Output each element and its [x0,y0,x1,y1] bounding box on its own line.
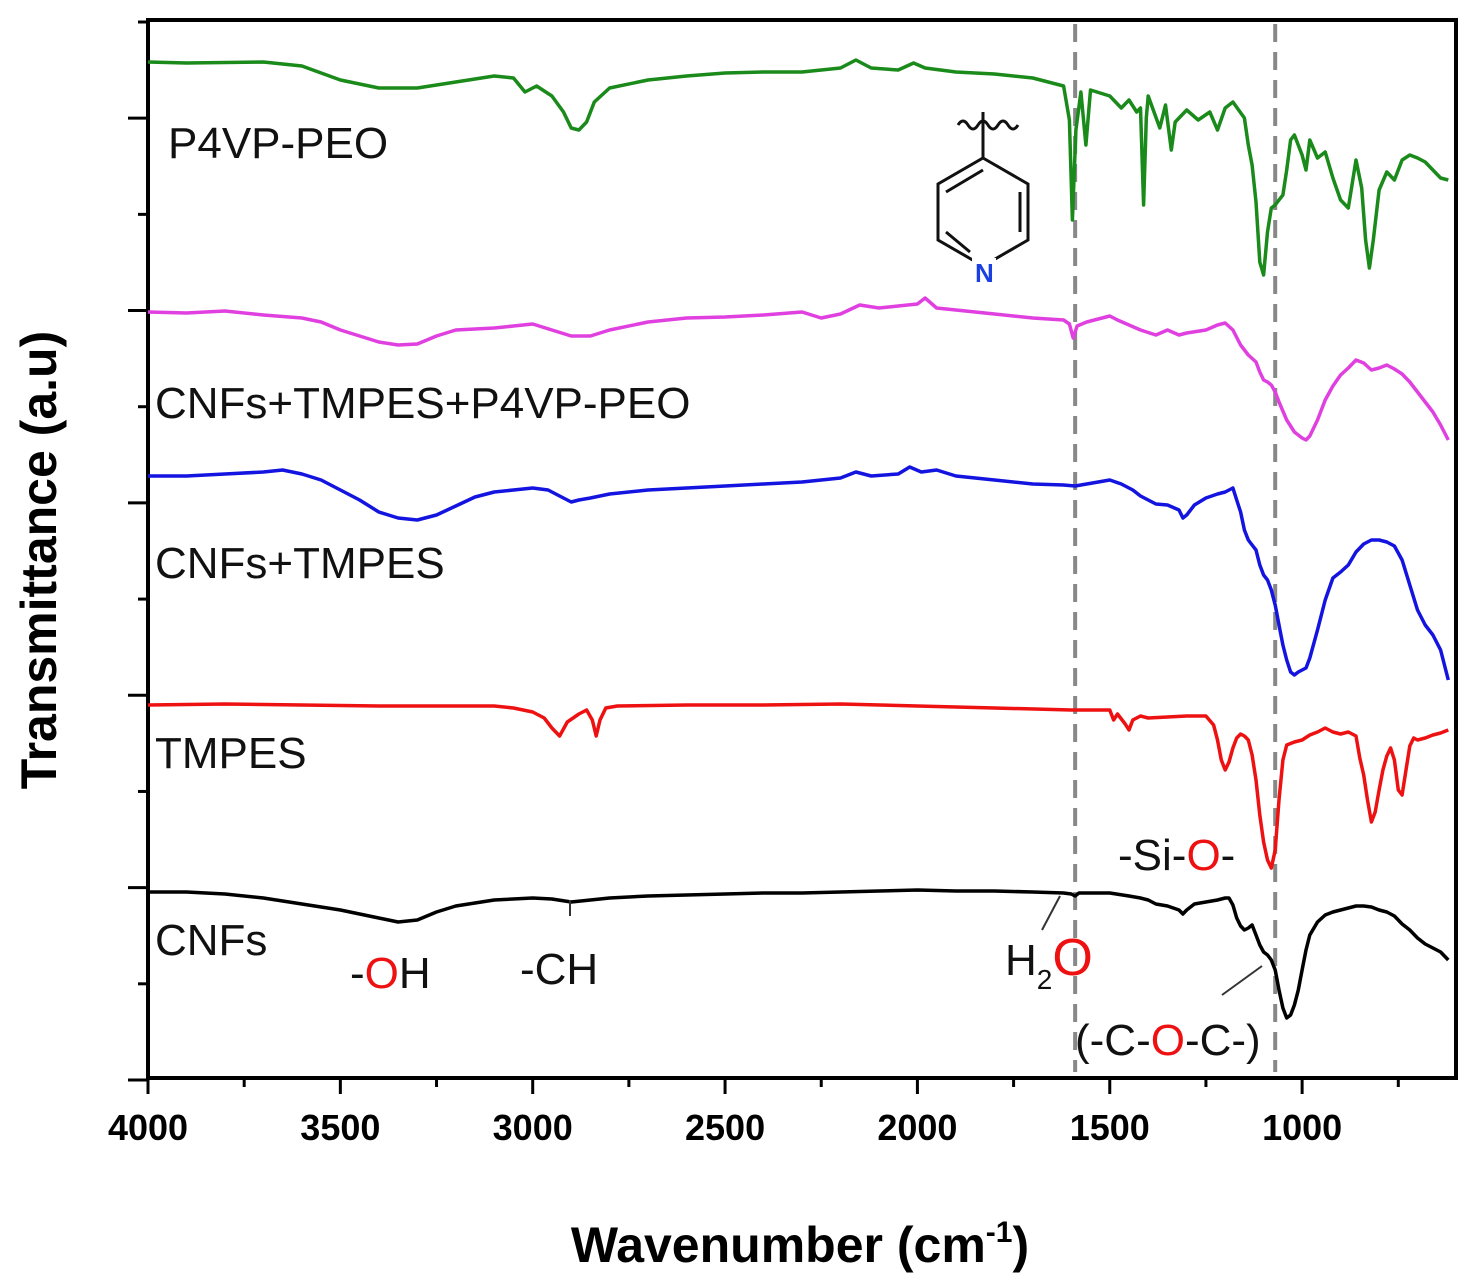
h2o-leader-line [1041,895,1061,931]
pyridine-ring [936,156,1030,268]
y-axis-title: Transmittance (a.u) [11,331,67,789]
plot-frame [146,18,1458,1080]
x-axis-title: Wavenumber (cm-1) [571,1216,1029,1273]
annotation-c-o-c: (-C-O-C-) [1075,1016,1261,1065]
series-line-cnfs [148,888,1450,1020]
x-tick-label-2000: 2000 [877,1107,957,1148]
annotation-si-o: -Si-O- [1118,831,1235,880]
pyridine-double-bond-1 [945,168,984,194]
x-tick-label-3000: 3000 [493,1107,573,1148]
pyridine-double-bond-3 [945,230,971,254]
x-tick-label-2500: 2500 [685,1107,765,1148]
polymer-chain-wavy [956,119,1020,131]
series-line-tmpes [147,702,1449,870]
series-label-cnfs: CNFs [155,916,267,965]
series-line-cnfs-tmpes [148,465,1450,681]
reference-lines [1073,24,1278,1072]
n-atom-mask [972,258,996,284]
x-tick-label-1500: 1500 [1070,1107,1150,1148]
series-label-cnfs-tmpes: CNFs+TMPES [155,539,445,588]
series-line-p4vp-peo [147,58,1449,277]
series-line-cnfs-tmpes-p4vp-peo [147,296,1450,442]
x-axis-ticks: 4000 3500 3000 2500 2000 1500 1000 [108,1078,1400,1148]
pyridine-n-label: N [975,258,994,288]
annotation-oh: -OH [350,949,431,998]
x-tick-label-3500: 3500 [300,1107,380,1148]
annotation-h2o: H2O [1005,929,1093,995]
series-label-cnfs-tmpes-p4vp-peo: CNFs+TMPES+P4VP-PEO [155,379,690,428]
x-tick-label-1000: 1000 [1262,1107,1342,1148]
y-axis-ticks [128,20,148,1082]
pyridine-structure [936,112,1030,268]
annotation-ch: -CH [520,945,598,994]
series-label-tmpes: TMPES [155,729,307,778]
coc-leader-line [1221,965,1263,996]
series-label-p4vp-peo: P4VP-PEO [168,119,388,168]
x-tick-label-4000: 4000 [108,1107,188,1148]
spectra-series [147,58,1450,1020]
